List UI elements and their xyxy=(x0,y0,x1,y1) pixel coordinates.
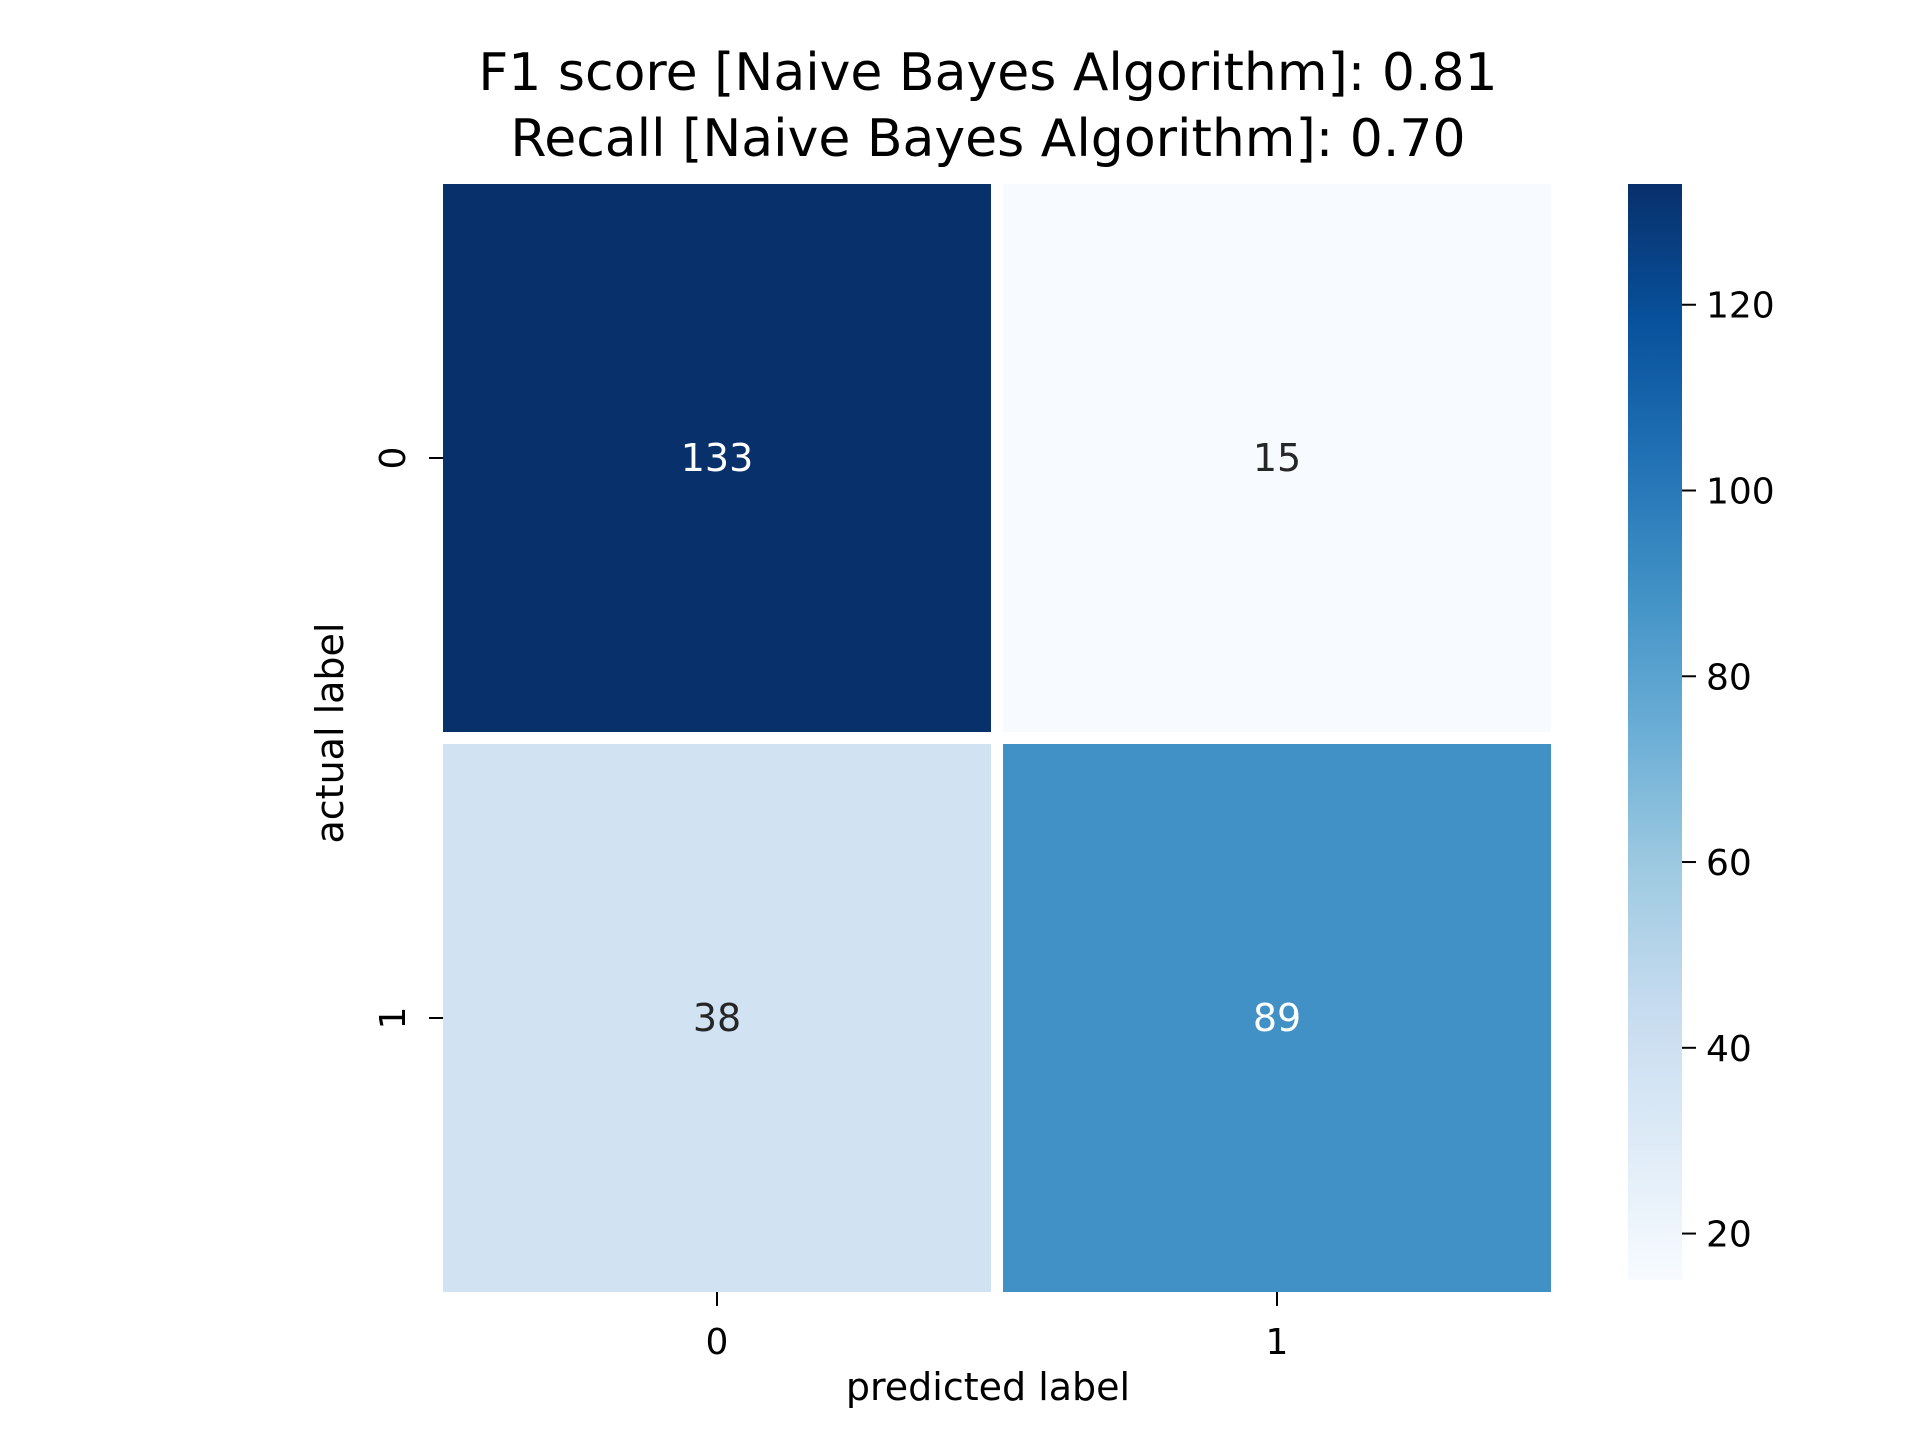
cell-value-label-1-1: 89 xyxy=(1253,996,1301,1040)
colorbar: 20 40 60 80 100 120 xyxy=(1628,184,1775,1280)
colorbar-tick-label-5: 120 xyxy=(1706,286,1775,327)
x-tick-label-0: 0 xyxy=(706,1322,729,1363)
colorbar-tick-label-2: 60 xyxy=(1706,843,1752,884)
cell-value-label-0-1: 15 xyxy=(1253,436,1301,480)
heatmap-cell-0-0 xyxy=(443,184,991,732)
title-line-2: Recall [Naive Bayes Algorithm]: 0.70 xyxy=(510,109,1465,169)
x-axis-label: predicted label xyxy=(846,1365,1130,1409)
heatmap-cells: 133 15 38 89 xyxy=(443,184,1551,1292)
title-line-1: F1 score [Naive Bayes Algorithm]: 0.81 xyxy=(478,43,1497,103)
y-tick-label-1: 1 xyxy=(373,1007,414,1030)
y-tick-label-0: 0 xyxy=(373,447,414,470)
colorbar-tick-label-1: 40 xyxy=(1706,1029,1752,1070)
colorbar-gradient xyxy=(1628,184,1682,1280)
chart-title: F1 score [Naive Bayes Algorithm]: 0.81 R… xyxy=(478,43,1497,169)
colorbar-tick-label-4: 100 xyxy=(1706,472,1775,513)
colorbar-tick-label-0: 20 xyxy=(1706,1215,1752,1256)
cell-value-label-0-0: 133 xyxy=(681,436,754,480)
heatmap-cell-1-0 xyxy=(443,744,991,1292)
colorbar-tick-label-3: 80 xyxy=(1706,657,1752,698)
x-tick-label-1: 1 xyxy=(1266,1322,1289,1363)
heatmap-cell-1-1 xyxy=(1003,744,1551,1292)
y-axis-label: actual label xyxy=(308,623,352,844)
cell-value-label-1-0: 38 xyxy=(693,996,741,1040)
y-axis: 01 xyxy=(373,447,443,1030)
heatmap-cell-0-1 xyxy=(1003,184,1551,732)
